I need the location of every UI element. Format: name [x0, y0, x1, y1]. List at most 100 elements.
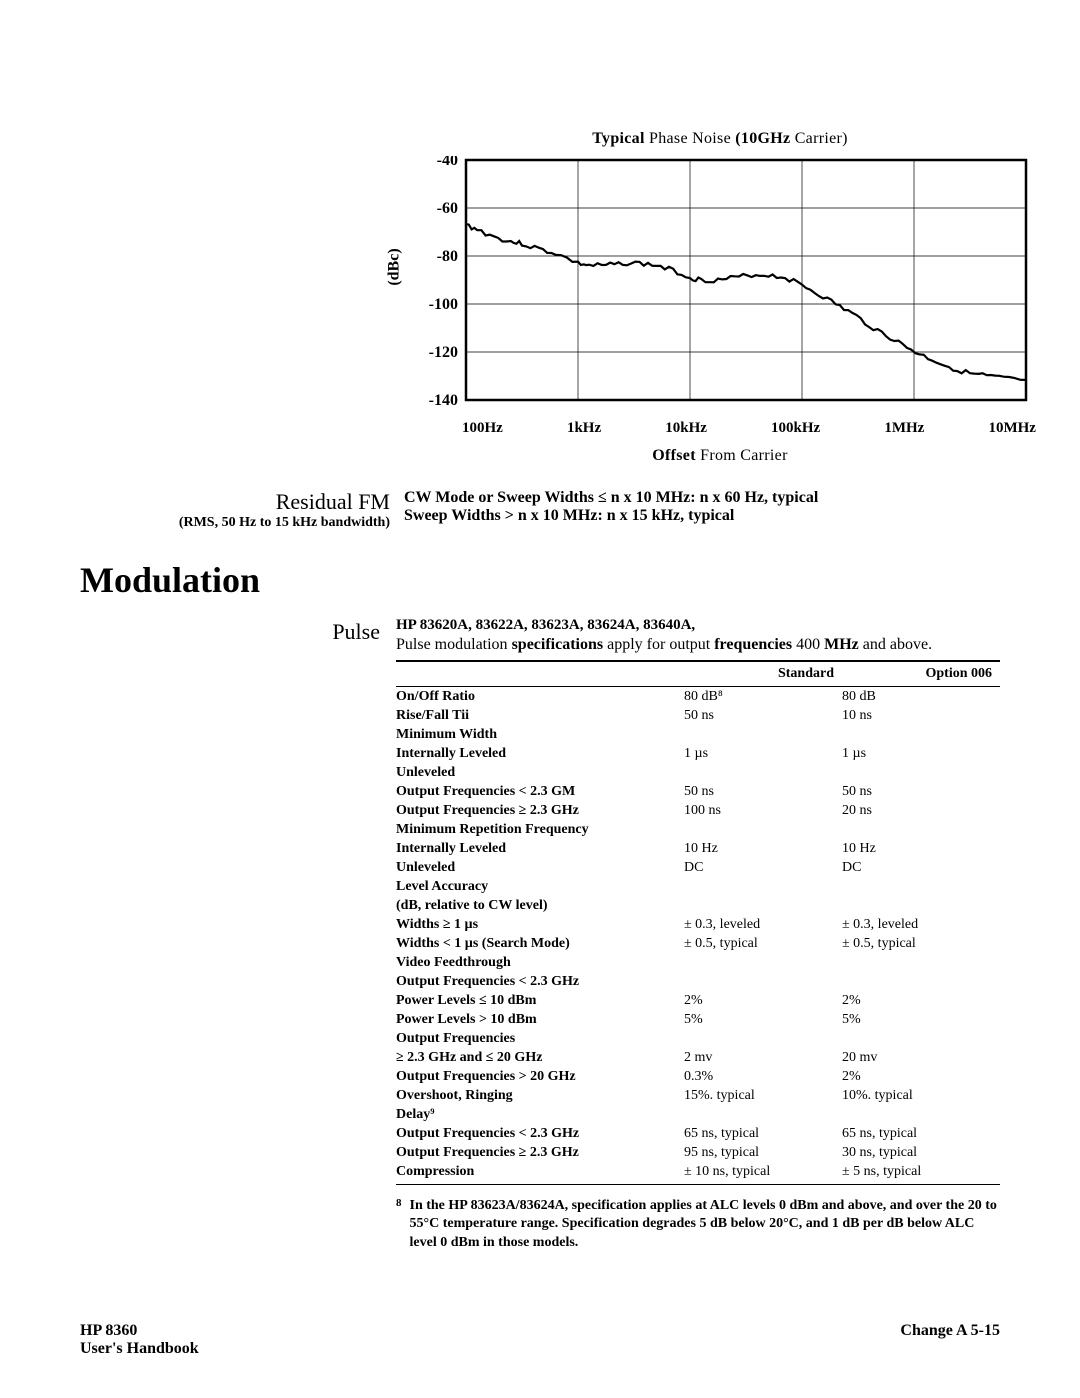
- chart-x-tick: 1kHz: [567, 420, 601, 437]
- table-row: Output Frequencies < 2.3 GM50 ns50 ns: [396, 782, 1000, 801]
- chart-x-tick: 100Hz: [462, 420, 503, 437]
- spec-option006: [842, 953, 1000, 972]
- spec-label: Delay⁹: [396, 1105, 684, 1124]
- table-row: Output Frequencies ≥ 2.3 GHz100 ns20 ns: [396, 801, 1000, 820]
- spec-option006: [842, 877, 1000, 896]
- spec-label: Widths < 1 µs (Search Mode): [396, 934, 684, 953]
- spec-label: Overshoot, Ringing: [396, 1086, 684, 1105]
- spec-standard: [684, 725, 842, 744]
- chart-title: Typical Phase Noise (10GHz Carrier): [400, 130, 1040, 148]
- table-row: Output Frequencies < 2.3 GHz65 ns, typic…: [396, 1124, 1000, 1143]
- footer-left: HP 8360 User's Handbook: [80, 1322, 199, 1358]
- spec-label: Output Frequencies ≥ 2.3 GHz: [396, 1143, 684, 1162]
- spec-option006: 65 ns, typical: [842, 1124, 1000, 1143]
- table-row: Rise/Fall Tii50 ns10 ns: [396, 706, 1000, 725]
- spec-option006: [842, 1029, 1000, 1048]
- spec-option006: 1 µs: [842, 744, 1000, 763]
- table-row: Widths ≥ 1 µs± 0.3, leveled± 0.3, levele…: [396, 915, 1000, 934]
- spec-label: Output Frequencies < 2.3 GHz: [396, 972, 684, 991]
- spec-option006: [842, 972, 1000, 991]
- chart-x-tick: 100kHz: [771, 420, 820, 437]
- table-row: Output Frequencies < 2.3 GHz: [396, 972, 1000, 991]
- table-header-standard: Standard: [684, 661, 842, 687]
- spec-label: Compression: [396, 1162, 684, 1184]
- spec-standard: 50 ns: [684, 782, 842, 801]
- footnote-text: In the HP 83623A/83624A, specification a…: [410, 1197, 1001, 1254]
- spec-label: Internally Leveled: [396, 839, 684, 858]
- table-row: Minimum Width: [396, 725, 1000, 744]
- spec-label: Widths ≥ 1 µs: [396, 915, 684, 934]
- spec-label: Video Feedthrough: [396, 953, 684, 972]
- spec-label: Level Accuracy: [396, 877, 684, 896]
- spec-option006: DC: [842, 858, 1000, 877]
- spec-standard: ± 0.3, leveled: [684, 915, 842, 934]
- phase-noise-chart: Typical Phase Noise (10GHz Carrier) (dBc…: [400, 130, 1040, 465]
- spec-label: Output Frequencies ≥ 2.3 GHz: [396, 801, 684, 820]
- spec-standard: 65 ns, typical: [684, 1124, 842, 1143]
- spec-label: Power Levels ≤ 10 dBm: [396, 991, 684, 1010]
- modulation-heading: Modulation: [80, 559, 1000, 601]
- spec-label: ≥ 2.3 GHz and ≤ 20 GHz: [396, 1048, 684, 1067]
- spec-standard: [684, 1105, 842, 1124]
- chart-x-tick: 10kHz: [665, 420, 707, 437]
- spec-label: Output Frequencies < 2.3 GM: [396, 782, 684, 801]
- page-footer: HP 8360 User's Handbook Change A 5-15: [80, 1322, 1000, 1358]
- table-row: Overshoot, Ringing15%. typical10%. typic…: [396, 1086, 1000, 1105]
- spec-option006: 50 ns: [842, 782, 1000, 801]
- svg-text:-100: -100: [429, 296, 458, 313]
- table-row: Compression± 10 ns, typical± 5 ns, typic…: [396, 1162, 1000, 1184]
- spec-option006: 2%: [842, 1067, 1000, 1086]
- table-row: Internally Leveled1 µs1 µs: [396, 744, 1000, 763]
- table-row: Unleveled: [396, 763, 1000, 782]
- chart-y-axis-label: (dBc): [386, 248, 404, 285]
- table-row: On/Off Ratio80 dB⁸80 dB: [396, 687, 1000, 707]
- table-row: Output Frequencies > 20 GHz0.3%2%: [396, 1067, 1000, 1086]
- spec-standard: 95 ns, typical: [684, 1143, 842, 1162]
- spec-option006: ± 0.5, typical: [842, 934, 1000, 953]
- svg-text:-80: -80: [437, 248, 458, 265]
- residual-fm-section: Residual FM (RMS, 50 Hz to 15 kHz bandwi…: [80, 489, 1000, 531]
- spec-option006: ± 0.3, leveled: [842, 915, 1000, 934]
- spec-option006: [842, 820, 1000, 839]
- spec-label: On/Off Ratio: [396, 687, 684, 707]
- table-header-blank: [396, 661, 684, 687]
- residual-fm-line1: CW Mode or Sweep Widths ≤ n x 10 MHz: n …: [404, 489, 818, 507]
- pulse-subtitle: Pulse modulation specifications apply fo…: [396, 636, 1000, 654]
- spec-label: Rise/Fall Tii: [396, 706, 684, 725]
- spec-option006: [842, 725, 1000, 744]
- table-row: Power Levels > 10 dBm5%5%: [396, 1010, 1000, 1029]
- spec-label: Minimum Width: [396, 725, 684, 744]
- chart-x-axis-label: Offset From Carrier: [400, 447, 1040, 465]
- spec-standard: [684, 820, 842, 839]
- spec-option006: 2%: [842, 991, 1000, 1010]
- spec-standard: DC: [684, 858, 842, 877]
- spec-label: Output Frequencies > 20 GHz: [396, 1067, 684, 1086]
- table-row: Widths < 1 µs (Search Mode) ± 0.5, typica…: [396, 934, 1000, 953]
- residual-fm-sub: (RMS, 50 Hz to 15 kHz bandwidth): [80, 515, 390, 531]
- table-row: (dB, relative to CW level): [396, 896, 1000, 915]
- chart-x-tick: 10MHz: [988, 420, 1035, 437]
- residual-fm-heading: Residual FM: [80, 489, 390, 515]
- spec-option006: 10 Hz: [842, 839, 1000, 858]
- pulse-heading: Pulse: [80, 617, 380, 1253]
- spec-option006: 20 ns: [842, 801, 1000, 820]
- table-row: Level Accuracy: [396, 877, 1000, 896]
- pulse-spec-table: Standard Option 006 On/Off Ratio80 dB⁸80…: [396, 660, 1000, 1185]
- spec-standard: 10 Hz: [684, 839, 842, 858]
- spec-label: Unleveled: [396, 858, 684, 877]
- svg-text:-40: -40: [437, 156, 458, 169]
- spec-option006: 5%: [842, 1010, 1000, 1029]
- table-row: Delay⁹: [396, 1105, 1000, 1124]
- table-row: Power Levels ≤ 10 dBm2%2%: [396, 991, 1000, 1010]
- spec-label: Output Frequencies: [396, 1029, 684, 1048]
- spec-standard: 0.3%: [684, 1067, 842, 1086]
- spec-option006: 10%. typical: [842, 1086, 1000, 1105]
- table-row: Output Frequencies: [396, 1029, 1000, 1048]
- spec-standard: 2 mv: [684, 1048, 842, 1067]
- spec-option006: [842, 896, 1000, 915]
- spec-standard: [684, 896, 842, 915]
- table-header-option006: Option 006: [842, 661, 1000, 687]
- table-row: Output Frequencies ≥ 2.3 GHz95 ns, typic…: [396, 1143, 1000, 1162]
- spec-standard: 100 ns: [684, 801, 842, 820]
- spec-standard: 80 dB⁸: [684, 687, 842, 707]
